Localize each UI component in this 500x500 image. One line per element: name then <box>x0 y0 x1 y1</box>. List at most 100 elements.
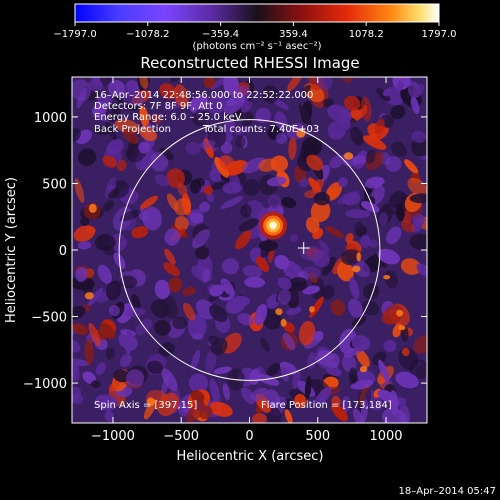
image-texture-cell <box>222 181 242 195</box>
image-texture-cell <box>316 77 333 91</box>
image-texture-cell <box>341 249 361 266</box>
image-texture-cell <box>255 256 270 272</box>
image-texture-cell <box>367 239 379 248</box>
image-texture-cell <box>108 80 126 97</box>
y-axis-label: Heliocentric Y (arcsec) <box>4 177 19 323</box>
image-texture-cell <box>192 229 210 249</box>
colorbar-tick-label: −1078.2 <box>126 29 169 40</box>
image-texture-cell <box>191 333 204 340</box>
image-texture-cell <box>242 179 260 196</box>
image-texture-cell <box>390 202 404 215</box>
image-texture-cell <box>240 100 253 113</box>
image-texture-cell <box>287 77 302 92</box>
image-texture-cell <box>330 299 346 316</box>
image-texture-cell <box>244 276 266 288</box>
image-texture-cell <box>383 339 397 352</box>
image-texture-cell <box>401 220 415 233</box>
image-texture-hotspot <box>383 275 391 280</box>
image-texture-cell <box>340 110 351 130</box>
image-texture-cell <box>348 367 358 384</box>
image-texture-cell <box>151 113 162 124</box>
image-texture-cell <box>305 216 320 234</box>
image-texture-cell <box>365 149 376 164</box>
image-texture-cell <box>213 366 232 375</box>
image-texture-cell <box>304 376 312 399</box>
image-texture-cell <box>163 262 180 277</box>
image-texture-cell <box>336 261 354 282</box>
image-texture-cell <box>183 302 196 321</box>
image-texture-cell <box>235 135 246 149</box>
image-texture-cell <box>377 389 397 403</box>
image-texture-cell <box>262 85 279 104</box>
image-texture-cell <box>242 157 266 174</box>
image-texture-cell <box>307 352 316 370</box>
image-texture-cell <box>327 121 346 140</box>
image-texture-cell <box>289 233 299 243</box>
image-texture-cell <box>100 322 115 340</box>
image-texture-cell <box>72 128 81 142</box>
image-texture-cell <box>300 84 311 97</box>
image-texture-cell <box>131 226 149 239</box>
image-texture-cell <box>220 141 233 154</box>
image-texture-hotspot <box>146 397 155 407</box>
image-texture-cell <box>99 77 112 87</box>
image-texture-cell <box>72 323 88 336</box>
image-texture-cell <box>256 373 280 386</box>
image-texture-cell <box>222 383 230 401</box>
image-texture-cell <box>337 191 360 205</box>
image-texture-hotspot <box>352 265 361 273</box>
image-texture-cell <box>72 358 90 367</box>
image-texture-cell <box>378 359 390 382</box>
colorbar-tick-label: −359.4 <box>202 29 239 40</box>
image-texture-cell <box>409 193 427 204</box>
image-texture-cell <box>205 349 217 374</box>
image-texture-cell <box>382 88 392 97</box>
image-texture-cell <box>220 196 244 209</box>
image-texture-hotspot <box>359 365 368 373</box>
y-tick-label: −1000 <box>23 377 67 392</box>
image-texture-cell <box>349 277 360 300</box>
image-texture-cell <box>373 253 388 269</box>
image-texture-cell <box>313 331 324 342</box>
image-texture-cell <box>407 177 427 197</box>
image-texture-cell <box>318 240 330 254</box>
image-texture-cell <box>80 216 90 227</box>
solar-limb-circle <box>118 119 381 381</box>
image-texture-cell <box>282 332 296 350</box>
y-axis-tick-labels: −1000 −500 0 500 1000 <box>23 111 67 392</box>
image-texture-cell <box>410 96 420 114</box>
image-texture-cell <box>404 159 419 174</box>
image-texture-cell <box>158 342 175 357</box>
image-texture-cell <box>360 96 372 122</box>
image-texture-cell <box>360 399 369 423</box>
image-texture-cell <box>386 226 402 245</box>
y-tick-label: −500 <box>31 311 67 326</box>
x-tick-label: 1000 <box>369 429 402 444</box>
image-texture-cell <box>266 176 287 187</box>
image-texture-cell <box>149 152 169 172</box>
image-texture-cell <box>329 155 344 169</box>
x-tick-label: −500 <box>163 429 199 444</box>
image-texture-cell <box>105 102 122 122</box>
image-texture-cell <box>72 276 95 291</box>
flare-source <box>259 211 288 240</box>
image-texture-cell <box>95 233 116 252</box>
image-texture-cell <box>364 176 385 189</box>
image-texture-cell <box>350 126 364 146</box>
image-texture-cell <box>139 105 149 129</box>
image-texture-cell <box>294 393 307 408</box>
image-texture-cell <box>412 83 425 98</box>
image-texture-cell <box>125 307 146 318</box>
image-texture-cell <box>321 256 336 276</box>
annotation-energy-range: Energy Range: 6.0 – 25.0 keV <box>94 112 242 123</box>
image-texture-cell <box>274 111 287 130</box>
image-texture-cell <box>321 284 335 300</box>
image-texture-cell <box>88 79 104 92</box>
image-texture-cell <box>281 196 297 209</box>
image-texture-cell <box>102 155 117 168</box>
image-texture-cell <box>139 195 159 210</box>
image-texture-cell <box>96 94 113 106</box>
image-texture-cell <box>374 118 385 135</box>
image-texture-cell <box>274 255 290 270</box>
